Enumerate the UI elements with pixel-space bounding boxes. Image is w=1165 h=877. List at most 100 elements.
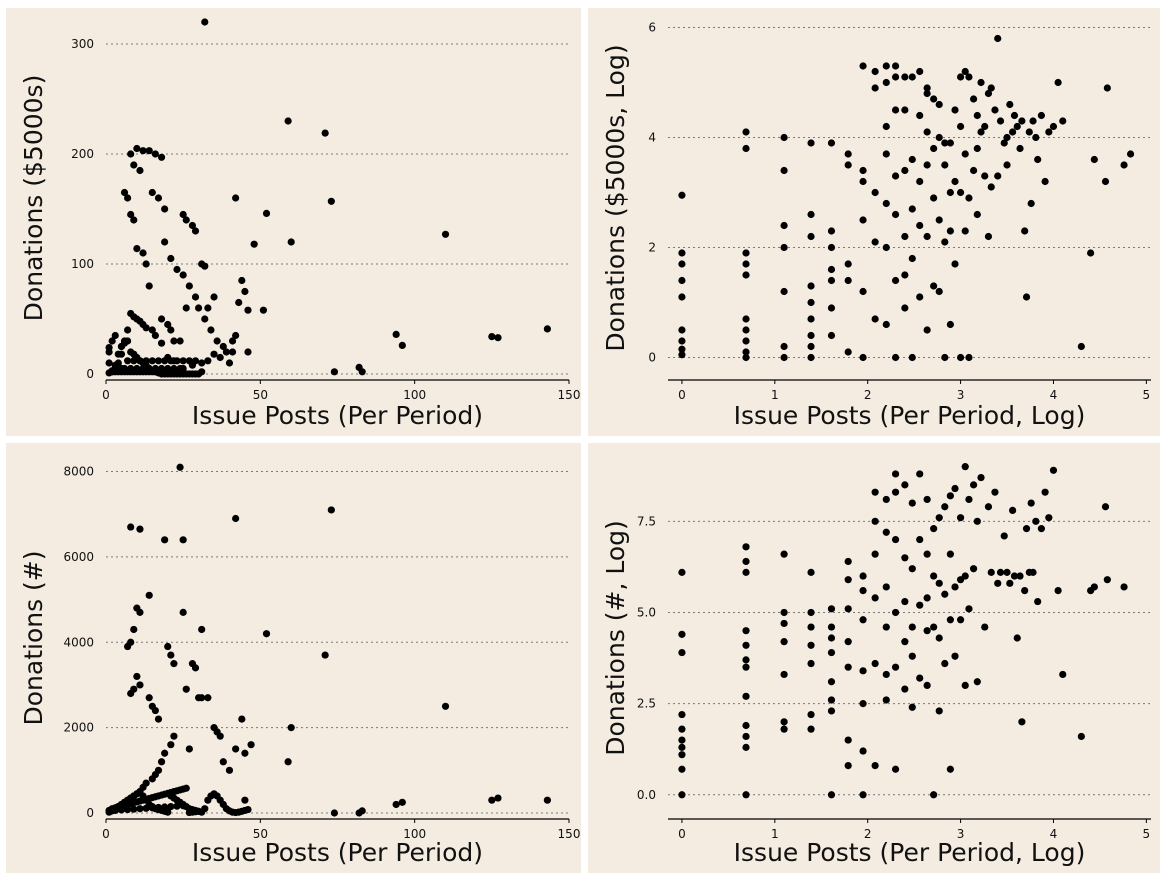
scatter-point — [170, 337, 178, 345]
scatter-point — [780, 342, 788, 351]
scatter-point — [935, 216, 943, 224]
scatter-point — [161, 536, 169, 544]
scatter-point — [161, 238, 169, 246]
scatter-point — [941, 353, 949, 362]
scatter-point — [188, 221, 197, 230]
scatter-point — [1013, 122, 1021, 131]
scatter-point — [951, 106, 959, 114]
scatter-point — [198, 359, 206, 367]
scatter-point — [742, 743, 750, 751]
y-tick-label: 5.0 — [637, 605, 656, 619]
scatter-point — [923, 84, 931, 92]
scatter-point — [807, 568, 815, 576]
y-tick-label: 6 — [648, 21, 656, 35]
scatter-point — [284, 758, 292, 766]
scatter-point — [543, 325, 551, 333]
scatter-point — [981, 122, 989, 131]
scatter-point — [157, 758, 166, 766]
scatter-point — [1018, 117, 1026, 125]
scatter-point — [941, 503, 949, 511]
plot-svg: 0.0 2.5 5.0 7.5 0 1 2 3 4 5 Issue Posts (Per Perio… — [601, 463, 1151, 867]
scatter-point — [871, 594, 879, 602]
scatter-point — [935, 133, 943, 142]
scatter-point — [827, 605, 836, 613]
x-tick-label: 3 — [957, 388, 965, 402]
scatter-point — [923, 128, 931, 136]
scatter-point — [543, 796, 551, 804]
scatter-point — [678, 710, 686, 719]
x-tick-label: 0 — [678, 827, 686, 841]
scatter-point — [1003, 568, 1011, 576]
scatter-point — [182, 304, 190, 312]
x-tick-label: 1 — [771, 827, 779, 841]
scatter-point — [398, 798, 406, 806]
scatter-point — [201, 262, 209, 270]
scatter-point — [891, 663, 900, 671]
scatter-point — [191, 227, 200, 235]
scatter-point — [1120, 161, 1128, 169]
scatter-point — [330, 368, 339, 376]
scatter-point — [678, 648, 686, 657]
scatter-point — [1003, 133, 1011, 142]
scatter-point — [222, 348, 230, 356]
scatter-point — [151, 364, 159, 373]
scatter-point — [807, 331, 815, 340]
scatter-point — [882, 150, 890, 158]
scatter-point — [133, 364, 141, 373]
scatter-point — [984, 89, 993, 98]
scatter-point — [1010, 111, 1019, 120]
scatter-point — [901, 685, 909, 693]
scatter-point — [844, 260, 852, 268]
scatter-point — [742, 348, 750, 356]
scatter-point — [946, 550, 954, 558]
scatter-point — [871, 659, 879, 668]
scatter-point — [882, 62, 890, 70]
scatter-point — [946, 188, 954, 197]
scatter-point — [1090, 583, 1098, 591]
scatter-point — [678, 736, 686, 744]
scatter-point — [891, 488, 900, 496]
scatter-point — [170, 660, 178, 668]
scatter-point — [969, 166, 978, 175]
y-tick-label: 2 — [648, 241, 656, 255]
scatter-point — [941, 590, 949, 598]
scatter-point — [287, 724, 295, 732]
scatter-point — [678, 326, 686, 334]
scatter-point — [1016, 144, 1024, 153]
scatter-point — [179, 210, 187, 219]
scatter-point — [908, 623, 916, 631]
scatter-point — [198, 694, 206, 702]
scatter-point — [891, 765, 900, 773]
scatter-point — [935, 707, 943, 715]
scatter-point — [198, 368, 206, 376]
scatter-point — [127, 210, 135, 219]
scatter-point — [742, 692, 750, 700]
scatter-point — [148, 775, 156, 783]
scatter-point — [127, 364, 135, 373]
scatter-point — [441, 230, 450, 238]
scatter-point — [742, 627, 750, 635]
scatter-point — [780, 725, 788, 733]
scatter-point — [965, 353, 973, 362]
scatter-point — [923, 594, 931, 602]
scatter-point — [908, 205, 916, 213]
scatter-point — [1009, 506, 1017, 514]
scatter-point — [780, 133, 788, 142]
scatter-point — [859, 572, 867, 580]
scatter-point — [871, 315, 879, 323]
scatter-point — [742, 353, 750, 362]
scatter-point — [136, 525, 144, 533]
y-axis-label: Donations ($5000s) — [19, 75, 48, 322]
scatter-point — [154, 715, 163, 723]
scatter-point — [916, 674, 924, 682]
scatter-point — [780, 550, 788, 558]
scatter-point — [232, 194, 240, 202]
scatter-point — [157, 315, 166, 323]
scatter-point — [148, 804, 156, 812]
scatter-point — [1018, 718, 1026, 726]
scatter-point — [742, 144, 750, 153]
scatter-point — [114, 350, 122, 358]
scatter-point — [145, 147, 153, 155]
scatter-point — [1029, 568, 1037, 576]
scatter-point — [961, 67, 969, 76]
